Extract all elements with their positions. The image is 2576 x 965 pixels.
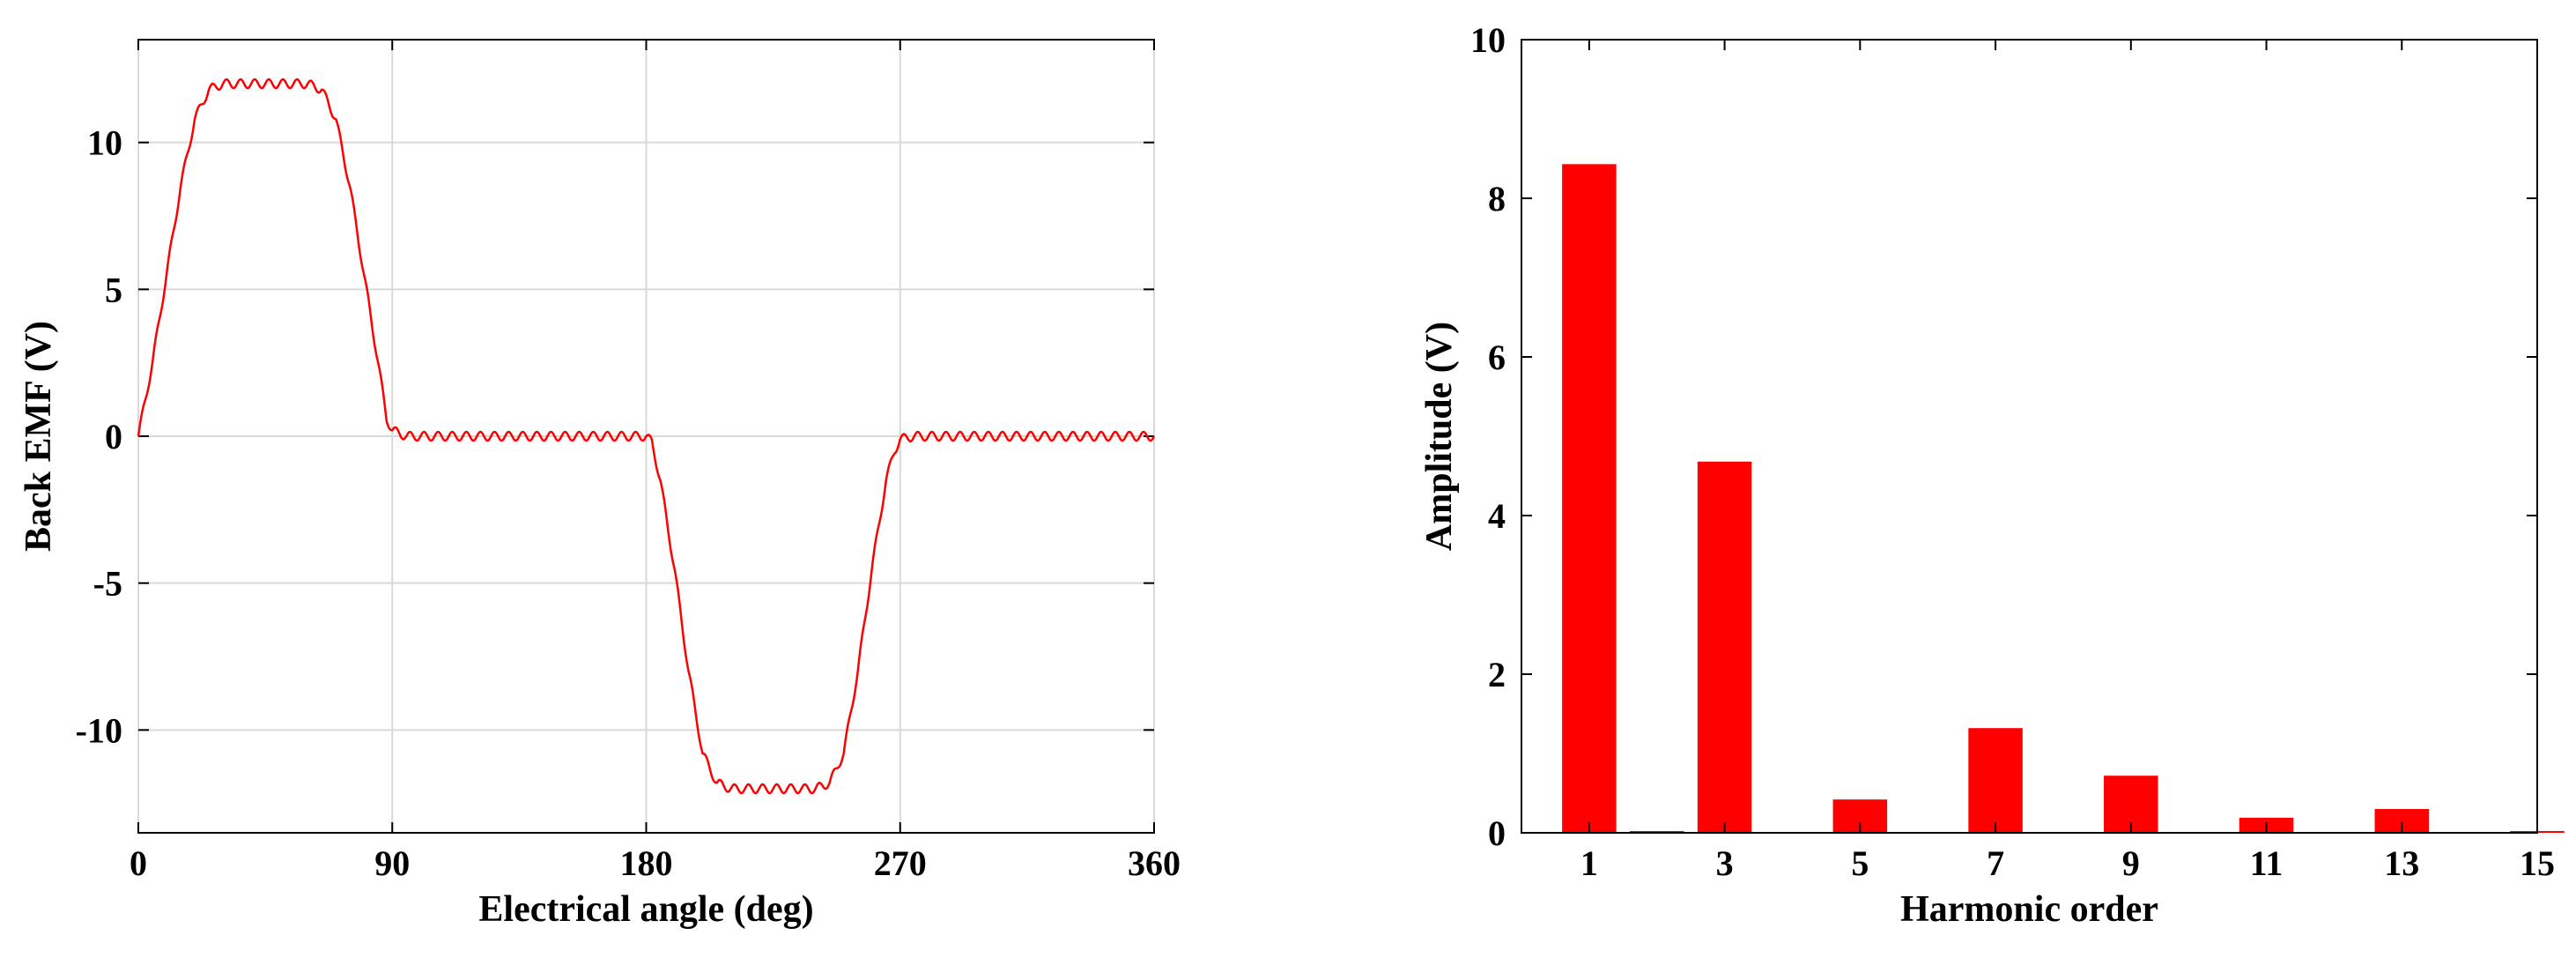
y-tick-label: 0 — [105, 417, 122, 457]
plot-area-frame — [1521, 39, 2538, 834]
y-axis-label: Back EMF (V) — [19, 321, 59, 552]
y-tick-label: -10 — [76, 710, 122, 750]
x-tick-label: 180 — [620, 843, 673, 883]
x-axis-label: Harmonic order — [1900, 889, 2158, 930]
bars-group — [1562, 164, 2565, 834]
x-tick-label: 7 — [1987, 843, 2004, 883]
y-axis-label: Amplitude (V) — [1419, 322, 1460, 551]
x-tick-label: 11 — [2250, 843, 2284, 883]
back-emf-chart: 0 90 180 270 360 -10 -5 0 5 10 Electrical angle (… — [19, 39, 1181, 930]
x-tick-label: 90 — [374, 843, 410, 883]
bar-harmonic-7 — [1968, 728, 2023, 833]
y-tick-label: 10 — [87, 123, 122, 163]
x-axis-label: Electrical angle (deg) — [478, 889, 813, 930]
back-emf-series-line — [137, 78, 1156, 795]
y-tick-label: 4 — [1488, 496, 1506, 536]
y-tick-label: 2 — [1488, 655, 1506, 694]
y-tick-label: -5 — [93, 564, 122, 604]
grid-lines — [137, 40, 1155, 833]
x-tick-label: 9 — [2122, 843, 2140, 883]
y-tick-label: 10 — [1470, 20, 1506, 60]
y-tick-label: 6 — [1488, 338, 1506, 377]
x-tick-label: 5 — [1851, 843, 1869, 883]
y-tick-label: 5 — [105, 270, 122, 309]
x-tick-label: 360 — [1128, 843, 1181, 883]
y-tick-label: 8 — [1488, 179, 1506, 219]
series-group — [137, 78, 1156, 795]
y-tick-label: 0 — [1488, 813, 1506, 853]
x-tick-label: 13 — [2384, 843, 2419, 883]
x-tick-label: 1 — [1580, 843, 1598, 883]
bar-harmonic-3 — [1697, 461, 1752, 833]
x-tick-label: 15 — [2520, 843, 2555, 883]
axis-ticks: 0 90 180 270 360 -10 -5 0 5 10 — [76, 40, 1181, 883]
bar-harmonic-1 — [1562, 164, 1617, 834]
x-tick-label: 3 — [1716, 843, 1734, 883]
x-tick-label: 270 — [874, 843, 927, 883]
x-tick-label: 0 — [130, 843, 147, 883]
